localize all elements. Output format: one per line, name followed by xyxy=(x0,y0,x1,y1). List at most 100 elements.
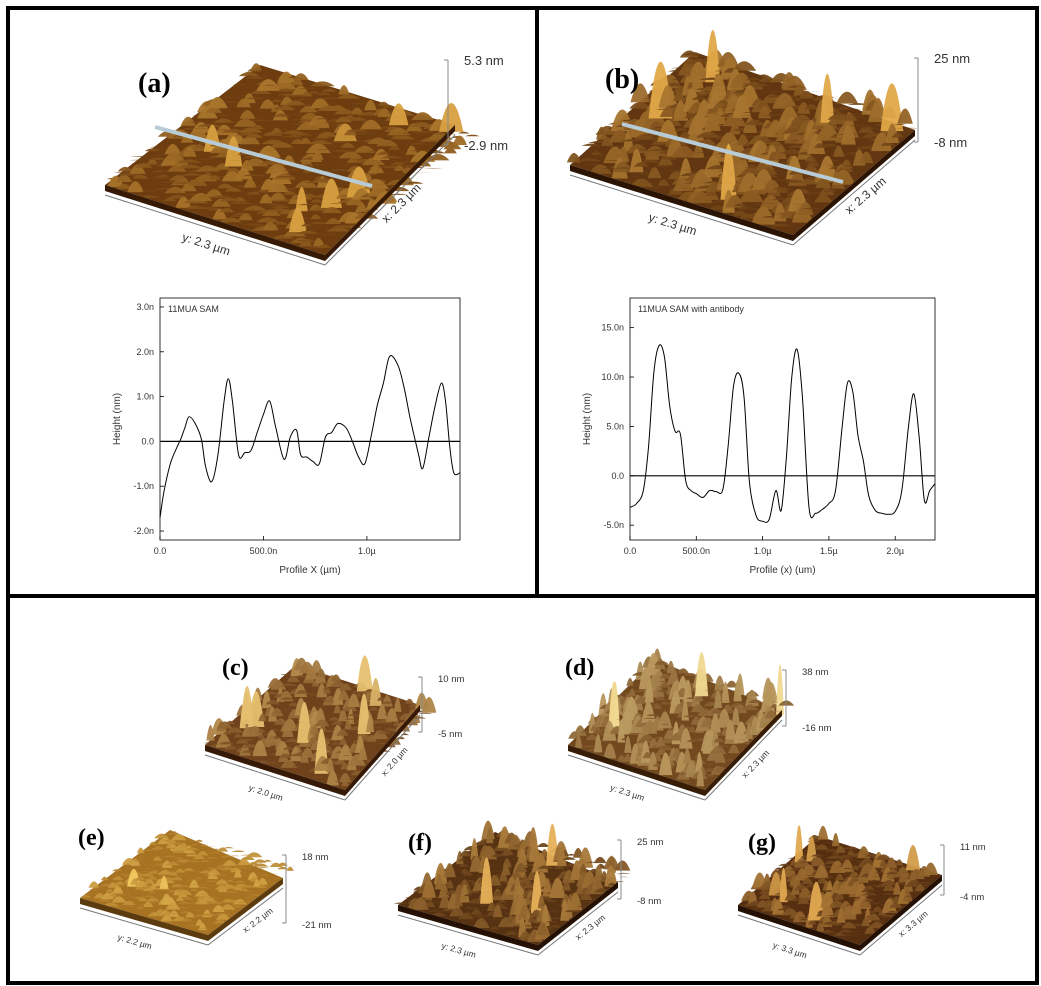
afm-peak xyxy=(152,856,163,861)
afm-peak xyxy=(806,160,820,167)
afm-peak xyxy=(457,131,470,134)
afm-peak xyxy=(716,708,732,728)
afm-peak xyxy=(117,879,126,881)
afm-peak xyxy=(179,911,192,913)
afm-peak xyxy=(316,92,332,96)
afm-peak xyxy=(682,673,699,676)
afm-peak xyxy=(817,155,838,180)
afm-peak xyxy=(182,867,195,872)
afm-peak xyxy=(338,85,350,95)
afm-peak xyxy=(180,116,196,126)
afm-peak xyxy=(347,129,368,132)
afm-peak xyxy=(318,97,339,100)
afm-peak xyxy=(642,717,658,719)
afm-peak xyxy=(305,143,331,154)
afm-peak xyxy=(840,159,853,169)
afm-peak xyxy=(145,177,168,178)
afm-peak xyxy=(312,151,324,160)
afm-peak xyxy=(279,753,294,758)
afm-peak xyxy=(770,118,782,121)
afm-peak xyxy=(747,908,764,909)
afm-peak xyxy=(310,199,323,203)
afm-peak xyxy=(387,127,411,136)
afm-peak xyxy=(834,894,845,900)
afm-peak xyxy=(459,884,470,903)
y-dimension-label: y: 2.3 µm xyxy=(180,230,232,258)
afm-peak xyxy=(682,748,692,765)
afm-peak xyxy=(799,861,810,863)
afm-peak xyxy=(648,121,665,131)
afm-peak xyxy=(212,874,228,876)
afm-peak xyxy=(329,680,347,687)
afm-peak xyxy=(799,90,815,99)
afm-peak xyxy=(292,78,304,86)
afm-peak xyxy=(297,87,321,89)
afm-peak xyxy=(404,181,424,184)
afm-peak xyxy=(841,124,856,145)
afm-peak xyxy=(195,898,209,905)
afm-panel-a: y: 2.3 µmx: 2.3 µm5.3 nm-2.9 nm(a) xyxy=(104,53,508,266)
afm-peak xyxy=(113,171,132,173)
afm-peak xyxy=(284,738,300,743)
afm-peak xyxy=(299,137,312,144)
afm-peak xyxy=(404,143,430,145)
afm-peak xyxy=(282,169,301,171)
afm-peak xyxy=(189,888,199,891)
afm-peak xyxy=(111,896,127,903)
afm-peak xyxy=(470,903,483,905)
afm-peak xyxy=(793,186,809,188)
afm-peak xyxy=(133,859,144,862)
afm-peak xyxy=(201,913,216,916)
afm-peak xyxy=(226,167,242,173)
afm-peak xyxy=(233,883,250,888)
afm-peak xyxy=(726,759,734,761)
afm-peak xyxy=(859,151,874,164)
afm-peak xyxy=(159,875,169,889)
afm-peak xyxy=(356,655,373,692)
afm-peak xyxy=(810,854,825,857)
afm-peak xyxy=(144,877,159,880)
afm-peak xyxy=(350,107,364,115)
afm-peak xyxy=(376,151,390,155)
afm-peak xyxy=(300,223,313,227)
afm-peak xyxy=(366,715,375,733)
afm-peak xyxy=(282,747,296,750)
afm-peak xyxy=(280,135,304,138)
afm-peak xyxy=(161,896,177,905)
afm-peak xyxy=(753,141,772,160)
afm-peak xyxy=(220,904,236,910)
afm-peak xyxy=(107,882,119,888)
afm-peak xyxy=(224,136,243,167)
afm-peak xyxy=(626,143,649,154)
afm-peak xyxy=(886,911,898,913)
afm-peak xyxy=(789,874,802,886)
afm-peak xyxy=(390,174,406,176)
afm-peak xyxy=(305,693,319,696)
afm-peak xyxy=(204,189,224,198)
z-max-label: 25 nm xyxy=(637,837,663,848)
panel-label: (g) xyxy=(748,830,776,856)
afm-peak xyxy=(136,906,144,909)
afm-peak xyxy=(737,133,751,135)
afm-peak xyxy=(833,145,845,157)
x-axis-line xyxy=(537,891,619,956)
afm-peak xyxy=(862,126,875,130)
afm-peak xyxy=(274,718,288,725)
afm-peak xyxy=(321,207,342,213)
afm-peak xyxy=(691,192,713,203)
afm-peak xyxy=(613,161,633,173)
y-dimension-label: y: 2.2 µm xyxy=(117,932,154,951)
afm-peak xyxy=(189,910,205,912)
afm-peak xyxy=(458,864,469,867)
afm-peak xyxy=(143,885,153,888)
afm-peak xyxy=(714,752,726,763)
afm-peak xyxy=(458,913,474,920)
afm-peak xyxy=(235,738,249,744)
afm-peak xyxy=(265,735,278,746)
afm-peak xyxy=(115,183,133,190)
afm-peak xyxy=(580,745,597,748)
afm-peak xyxy=(893,882,901,895)
afm-peak xyxy=(635,172,652,175)
afm-peak xyxy=(197,851,209,856)
